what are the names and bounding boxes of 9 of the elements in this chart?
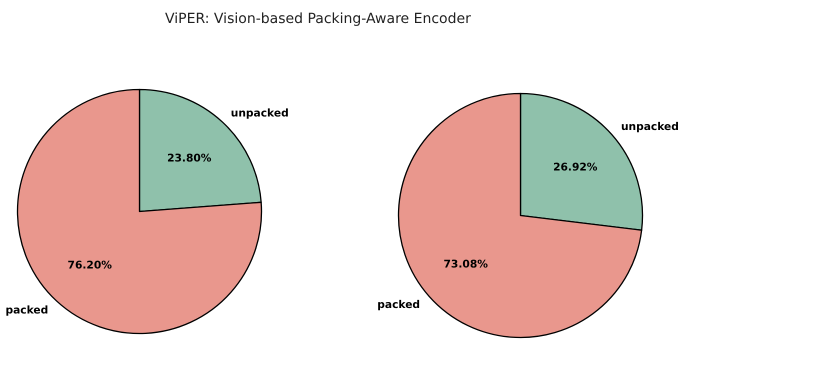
data-label: 76.20% — [68, 258, 112, 272]
data-label: 26.92% — [553, 160, 598, 174]
slice-label: unpacked — [620, 120, 679, 133]
text: ViPER: Vision-based Packing-Aware Encoder — [165, 10, 471, 29]
slice-label: packed — [5, 303, 48, 316]
slice-label: unpacked — [230, 106, 289, 120]
data-label: 23.80% — [167, 151, 212, 164]
data-label: 73.08% — [444, 258, 488, 271]
slice-label: packed — [377, 298, 420, 311]
